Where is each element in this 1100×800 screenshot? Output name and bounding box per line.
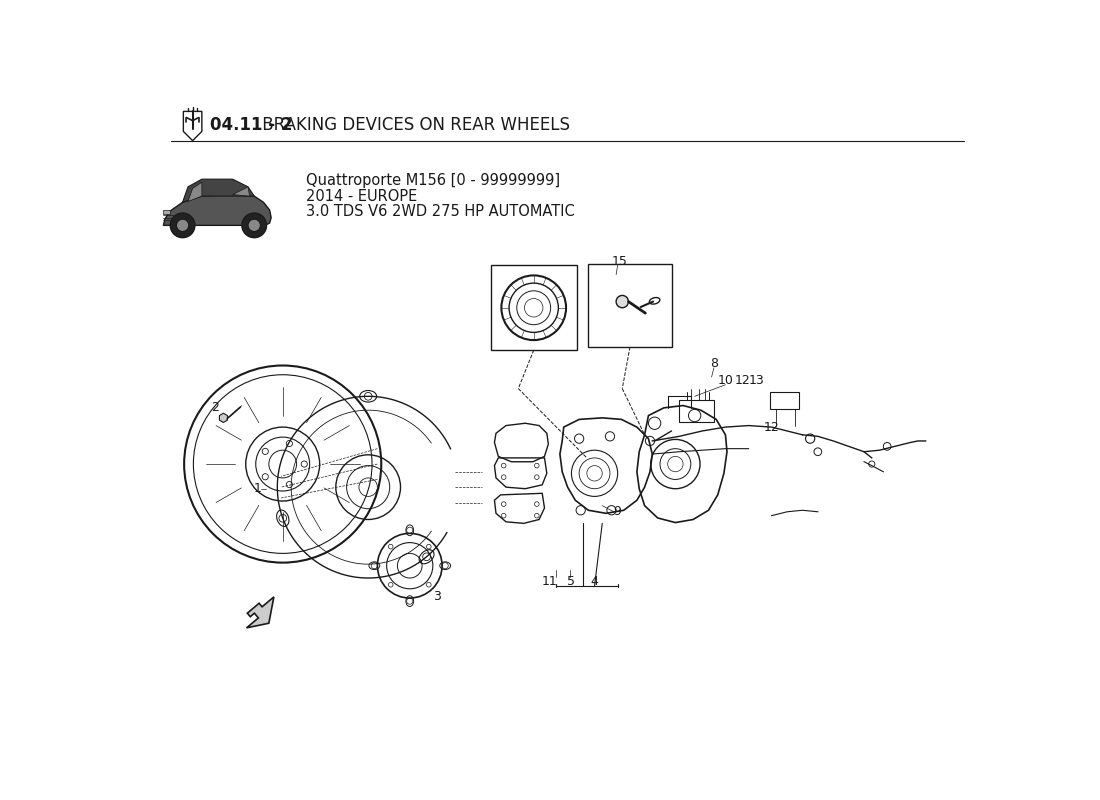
Polygon shape <box>188 182 202 202</box>
Text: 1: 1 <box>253 482 261 495</box>
Text: 11: 11 <box>542 574 558 587</box>
Circle shape <box>616 295 628 308</box>
Text: 4: 4 <box>591 574 598 587</box>
Bar <box>491 266 576 350</box>
Circle shape <box>170 213 195 238</box>
Text: 13: 13 <box>748 374 764 387</box>
Text: 8: 8 <box>710 358 718 370</box>
Circle shape <box>249 219 261 231</box>
Circle shape <box>242 213 266 238</box>
Text: 5: 5 <box>568 574 575 587</box>
Polygon shape <box>163 194 271 226</box>
Polygon shape <box>233 187 250 196</box>
Text: 3: 3 <box>432 590 441 603</box>
Text: BRAKING DEVICES ON REAR WHEELS: BRAKING DEVICES ON REAR WHEELS <box>257 116 570 134</box>
Text: 15: 15 <box>612 255 628 268</box>
Bar <box>680 400 714 422</box>
Text: 3.0 TDS V6 2WD 275 HP AUTOMATIC: 3.0 TDS V6 2WD 275 HP AUTOMATIC <box>306 204 574 219</box>
Bar <box>588 264 671 347</box>
Text: 12: 12 <box>735 374 750 387</box>
Text: 2014 - EUROPE: 2014 - EUROPE <box>306 189 417 204</box>
Text: Quattroporte M156 [0 - 99999999]: Quattroporte M156 [0 - 99999999] <box>306 174 560 188</box>
Polygon shape <box>183 179 254 202</box>
Polygon shape <box>246 597 274 628</box>
Bar <box>163 210 169 214</box>
Text: 2: 2 <box>211 402 219 414</box>
Polygon shape <box>219 414 228 422</box>
Text: 12: 12 <box>763 421 780 434</box>
Circle shape <box>176 219 189 231</box>
Bar <box>770 393 800 410</box>
Text: 04.11 - 2: 04.11 - 2 <box>209 116 293 134</box>
Text: 10: 10 <box>717 374 734 387</box>
Text: 9: 9 <box>614 506 622 518</box>
